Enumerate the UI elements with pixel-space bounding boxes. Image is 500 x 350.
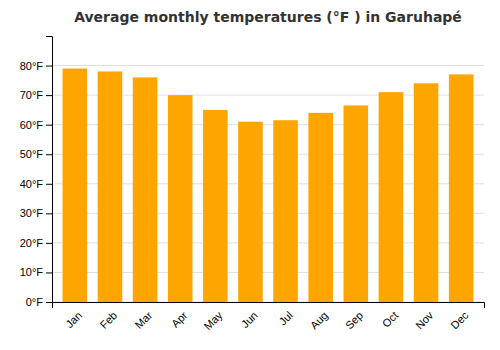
tick: Sep: [343, 309, 365, 331]
tick-label: Feb: [97, 309, 119, 331]
bar: [168, 95, 193, 302]
tick-label: 40°F: [20, 178, 44, 190]
tick-mark: [46, 302, 52, 303]
tick: 20°F: [20, 237, 52, 249]
tick-label: 30°F: [20, 207, 44, 219]
bar: [98, 71, 123, 302]
tick-label: Jan: [63, 309, 84, 330]
tick: 50°F: [20, 148, 52, 160]
tick-mark: [46, 184, 52, 185]
bars: [63, 69, 474, 302]
tick-mark: [46, 95, 52, 96]
tick-label: Aug: [308, 309, 330, 331]
tick-label: Jun: [239, 309, 260, 330]
grid: [52, 66, 484, 302]
tick: 10°F: [20, 266, 52, 278]
tick-label: Dec: [448, 309, 471, 332]
tick-label: 10°F: [20, 266, 44, 278]
tick-mark: [46, 243, 52, 244]
tick: 60°F: [20, 119, 52, 131]
tick-label: Nov: [413, 309, 436, 332]
tick: Oct: [380, 309, 401, 330]
tick: 80°F: [20, 60, 52, 72]
bar: [273, 120, 298, 302]
tick-label: Sep: [343, 309, 365, 331]
tick-label: May: [201, 309, 225, 333]
tick-label: 20°F: [20, 237, 44, 249]
bar: [238, 122, 263, 302]
chart: 0°F 10°F 20°F 30°F 40°F 50°F 60°F 70°F 80°F Jan Fe…: [0, 0, 500, 350]
y-axis: 0°F 10°F 20°F 30°F 40°F 50°F 60°F 70°F 80°F: [20, 37, 53, 309]
tick-label: Mar: [133, 309, 155, 331]
grid-line: [52, 65, 484, 66]
bar: [449, 74, 474, 302]
tick-label: 80°F: [20, 60, 44, 72]
bar: [414, 83, 439, 302]
bar: [203, 110, 228, 302]
tick-mark: [46, 272, 52, 273]
tick: Jun: [239, 309, 260, 330]
tick: 40°F: [20, 178, 52, 190]
tick-label: 50°F: [20, 148, 44, 160]
tick: 30°F: [20, 207, 52, 219]
title: Average monthly temperatures (°F ) in Ga…: [74, 9, 462, 25]
tick: Nov: [413, 309, 436, 332]
tick: Mar: [133, 309, 155, 331]
plot-area: 0°F 10°F 20°F 30°F 40°F 50°F 60°F 70°F 80°F Jan Fe…: [20, 37, 485, 333]
tick: Aug: [308, 309, 330, 331]
axis-line: [53, 303, 485, 309]
tick: Dec: [448, 309, 471, 332]
tick-label: 60°F: [20, 119, 44, 131]
bar: [63, 69, 88, 302]
tick: Apr: [169, 309, 190, 330]
bar: [308, 113, 333, 302]
bar: [344, 105, 369, 302]
axis-line: [46, 37, 53, 303]
tick-label: Apr: [169, 309, 190, 330]
bar: [133, 77, 158, 302]
tick-label: 70°F: [20, 89, 44, 101]
bar: [379, 92, 404, 302]
tick: 70°F: [20, 89, 52, 101]
tick-label: Jul: [276, 309, 294, 327]
tick-mark: [46, 154, 52, 155]
tick: May: [201, 309, 225, 333]
tick: Jul: [276, 309, 294, 327]
tick-mark: [46, 125, 52, 126]
x-axis: Jan Feb Mar Apr May Jun Jul Aug Sep Oct Nov Dec: [53, 303, 485, 333]
tick: 0°F: [26, 296, 52, 308]
tick-label: Oct: [380, 309, 401, 330]
tick-label: 0°F: [26, 296, 44, 308]
tick-mark: [46, 213, 52, 214]
tick-mark: [46, 66, 52, 67]
tick: Feb: [97, 309, 119, 331]
tick: Jan: [63, 309, 84, 330]
